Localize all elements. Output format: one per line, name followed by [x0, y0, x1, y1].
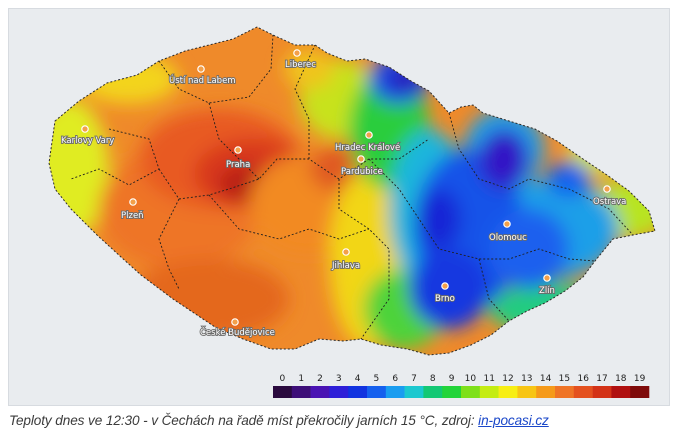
city-dot	[234, 146, 242, 154]
city-dot	[231, 318, 239, 326]
figure-caption: Teploty dnes ve 12:30 - v Čechách na řad…	[9, 413, 671, 428]
city-dot	[357, 155, 365, 163]
city-label: Brno	[435, 294, 455, 304]
city-label: České Budějovice	[200, 326, 275, 338]
legend-value-17: 17	[596, 374, 607, 384]
legend-swatch-17	[592, 386, 612, 398]
temperature-map: Liberec Ústí nad Labem Karlovy Vary Hrad…	[48, 26, 656, 398]
legend-value-0: 0	[280, 374, 286, 384]
city-zlin: Zlín	[538, 274, 556, 297]
legend-value-10: 10	[465, 374, 477, 384]
legend-swatch-5	[367, 386, 387, 398]
legend-swatch-12	[498, 386, 518, 398]
city-label: Plzeň	[121, 210, 144, 221]
temperature-legend: 0 1 2 3 4 5 6 7 8 9 10 11 12 13 14 15 16 17 18 19	[273, 374, 650, 398]
legend-value-15: 15	[559, 374, 570, 384]
city-label: Praha	[226, 160, 250, 170]
city-label: Hradec Králové	[335, 142, 400, 153]
legend-swatch-11	[479, 386, 499, 398]
legend-value-19: 19	[634, 374, 646, 384]
city-jihlava: Jihlava	[330, 248, 361, 272]
legend-swatch-6	[385, 386, 405, 398]
city-olomouc: Olomouc	[488, 220, 528, 244]
legend-value-18: 18	[615, 374, 627, 384]
legend-value-9: 9	[449, 374, 455, 384]
city-dot	[603, 185, 611, 193]
legend-swatch-19	[630, 386, 650, 398]
city-ceske-budejovice: České Budějovice	[199, 318, 276, 339]
legend-value-7: 7	[411, 374, 417, 384]
city-liberec: Liberec	[284, 49, 317, 71]
city-dot	[543, 274, 551, 282]
legend-swatch-1	[291, 386, 311, 398]
legend-swatch-14	[536, 386, 556, 398]
city-dot	[342, 248, 350, 256]
legend-swatch-10	[461, 386, 481, 398]
city-markers: Liberec Ústí nad Labem Karlovy Vary Hrad…	[60, 49, 627, 339]
city-usti: Ústí nad Labem	[168, 65, 236, 87]
city-label: Liberec	[285, 60, 316, 70]
city-label: Ústí nad Labem	[169, 74, 236, 86]
region-borders	[70, 34, 634, 340]
temperature-map-figure: Liberec Ústí nad Labem Karlovy Vary Hrad…	[8, 8, 670, 406]
legend-swatch-0	[273, 386, 293, 398]
caption-text: Teploty dnes ve 12:30 - v Čechách na řad…	[9, 413, 479, 428]
city-brno: Brno	[434, 282, 456, 305]
city-dot	[503, 220, 511, 228]
legend-swatch-16	[573, 386, 593, 398]
city-label: Pardubice	[341, 167, 383, 177]
legend-value-12: 12	[502, 374, 513, 384]
legend-swatch-8	[423, 386, 443, 398]
legend-value-1: 1	[298, 374, 304, 384]
city-hradec: Hradec Králové	[334, 131, 401, 154]
city-label: Ostrava	[593, 197, 626, 207]
legend-swatch-15	[555, 386, 575, 398]
legend-swatch-3	[329, 386, 349, 398]
city-dot	[365, 131, 373, 139]
city-label: Olomouc	[489, 233, 527, 243]
legend-value-11: 11	[483, 374, 494, 384]
legend-swatch-7	[404, 386, 424, 398]
city-dot	[197, 65, 205, 73]
legend-swatch-4	[348, 386, 368, 398]
legend-value-6: 6	[392, 374, 398, 384]
legend-value-16: 16	[577, 374, 589, 384]
legend-value-5: 5	[374, 374, 380, 384]
legend-value-14: 14	[540, 374, 552, 384]
city-karlovy-vary: Karlovy Vary	[60, 125, 115, 147]
city-dot	[129, 198, 137, 206]
city-dot	[293, 49, 301, 57]
legend-value-4: 4	[355, 374, 361, 384]
city-label: Jihlava	[331, 261, 360, 271]
legend-value-8: 8	[430, 374, 436, 384]
city-label: Zlín	[539, 286, 555, 296]
city-label: Karlovy Vary	[61, 136, 114, 146]
city-pardubice: Pardubice	[340, 155, 384, 178]
city-dot	[441, 282, 449, 290]
temperature-field	[49, 27, 655, 355]
city-ostrava: Ostrava	[592, 185, 627, 208]
city-plzen: Plzeň	[120, 198, 144, 222]
legend-swatch-2	[310, 386, 330, 398]
legend-swatch-9	[442, 386, 462, 398]
source-link[interactable]: in-pocasi.cz	[478, 413, 549, 428]
city-dot	[81, 125, 89, 133]
legend-value-13: 13	[521, 374, 532, 384]
legend-swatch-13	[517, 386, 537, 398]
legend-value-3: 3	[336, 374, 342, 384]
city-praha: Praha	[225, 146, 251, 171]
legend-swatch-18	[611, 386, 631, 398]
legend-value-2: 2	[317, 374, 323, 384]
